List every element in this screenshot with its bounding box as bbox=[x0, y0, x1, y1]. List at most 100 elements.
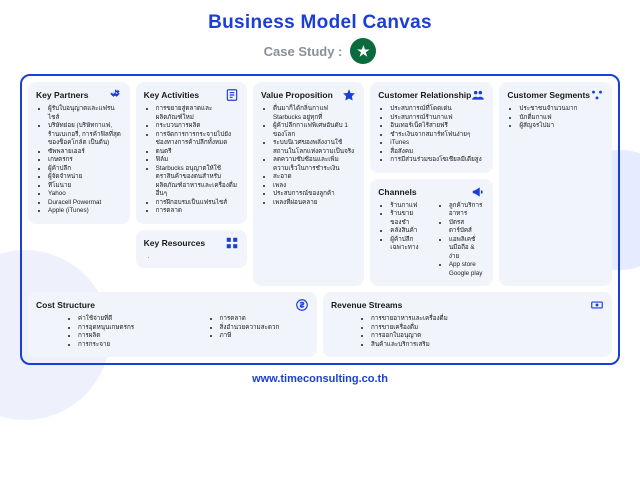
list-value-proposition: ตื่นมาก็ได้กลิ่นกาแฟ Starbucks อยู่ทุกที… bbox=[261, 105, 356, 207]
list-item: เพลงที่ผ่อนคลาย bbox=[273, 199, 356, 208]
subtitle-row: Case Study : ★ bbox=[20, 38, 620, 64]
list-item: นักดื่มกาแฟ bbox=[519, 114, 604, 123]
list-item: สื่อสังคม bbox=[390, 148, 485, 157]
card-title: Value Proposition bbox=[261, 90, 333, 100]
card-revenue-streams: Revenue Streams การขายอาหารและเครื่องดื่… bbox=[323, 292, 612, 357]
list-item: การจัดการการกระจายไปยังช่องทางการค้าปลีก… bbox=[156, 131, 239, 148]
checklist-icon bbox=[225, 88, 239, 102]
list-item: ชำระเงินจากสมาร์ทโฟนง่ายๆ bbox=[390, 131, 485, 140]
list-item: ตื่นมาก็ได้กลิ่นกาแฟ Starbucks อยู่ทุกที… bbox=[273, 105, 356, 122]
list-item: App store Google play bbox=[449, 261, 486, 278]
card-title: Channels bbox=[378, 187, 416, 197]
list-item: ประชาชนจำนวนมาก bbox=[519, 105, 604, 114]
col-key-partners: Key Partners ผู้รับใบอนุญาตและแฟรนไชส์บร… bbox=[28, 82, 130, 286]
list-item: การตลาด bbox=[220, 315, 310, 324]
subtitle-text: Case Study : bbox=[264, 44, 343, 59]
card-key-activities: Key Activities การขยายสู่ตลาดและผลิตภัณฑ… bbox=[136, 82, 247, 224]
list-item: ร้านกาแฟ bbox=[390, 202, 427, 211]
people-icon bbox=[471, 88, 485, 102]
card-title: Key Resources bbox=[144, 238, 205, 248]
list-item: สะอาด bbox=[273, 173, 356, 182]
list-item: การอุดหนุนเกษตรกร bbox=[78, 324, 168, 333]
list-item: การกระจาย bbox=[78, 341, 168, 350]
channels-columns: ร้านกาแฟร้านขายของชำคลังสินค้าผู้ค้าปลีก… bbox=[378, 202, 485, 279]
kr-dot: . bbox=[144, 253, 239, 260]
list-item: ผู้ค้าปลีกกาแฟพิเศษอันดับ 1 ของโลก bbox=[273, 122, 356, 139]
list-item: Starbucks อนุญาตให้ใช้ตราสินค้าของตนสำหร… bbox=[156, 165, 239, 199]
handshake-icon bbox=[108, 88, 122, 102]
list-customer-relationship: ประสบการณ์ที่โดดเด่นประสบการณ์ร้านกาแฟอิ… bbox=[378, 105, 485, 165]
list-item: ประสบการณ์ของลูกค้า bbox=[273, 190, 356, 199]
list-item: การฝึกอบรมเป็นแฟรนไชส์ bbox=[156, 199, 239, 208]
list-item: เพลง bbox=[273, 182, 356, 191]
list-customer-segments: ประชาชนจำนวนมากนักดื่มกาแฟผู้สัญจรไปมา bbox=[507, 105, 604, 131]
list-item: ดนตรี bbox=[156, 148, 239, 157]
list-item: ภาษี bbox=[220, 332, 310, 341]
list-item: แอพลิเคชั่นมือถือ & ง่าย bbox=[449, 236, 486, 262]
list-item: ฟิล์ม bbox=[156, 156, 239, 165]
list-revenue-streams: การขายอาหารและเครื่องดื่มการขายเครื่องดื… bbox=[331, 315, 604, 349]
list-item: เกษตรกร bbox=[48, 156, 122, 165]
list-item: ลดความซับซ้อนและเพิ่มความเร็วในการชำระเง… bbox=[273, 156, 356, 173]
list-item: ค่าใช้จ่ายที่ดี bbox=[78, 315, 168, 324]
card-key-partners: Key Partners ผู้รับใบอนุญาตและแฟรนไชส์บร… bbox=[28, 82, 130, 224]
list-item: บริษัทย่อย (บริษัทกาแฟ, ร้านเบเกอรี่, กา… bbox=[48, 122, 122, 148]
list-item: การขายเครื่องดื่ม bbox=[371, 324, 604, 333]
card-customer-segments: Customer Segments ประชาชนจำนวนมากนักดื่ม… bbox=[499, 82, 612, 286]
list-item: การผลิต bbox=[78, 332, 168, 341]
list-item: ผู้จัดจำหน่าย bbox=[48, 173, 122, 182]
list-item: Yahoo bbox=[48, 190, 122, 199]
list-item: ลูกค้าบริการอาหาร bbox=[449, 202, 486, 219]
list-item: ประสบการณ์ที่โดดเด่น bbox=[390, 105, 485, 114]
card-customer-relationship: Customer Relationship ประสบการณ์ที่โดดเด… bbox=[370, 82, 493, 173]
list-item: ประสบการณ์ร้านกาแฟ bbox=[390, 114, 485, 123]
bmc-canvas: Key Partners ผู้รับใบอนุญาตและแฟรนไชส์บร… bbox=[20, 74, 620, 365]
col-relationship-channels: Customer Relationship ประสบการณ์ที่โดดเด… bbox=[370, 82, 493, 286]
list-item: กระบวนการผลิต bbox=[156, 122, 239, 131]
page-title: Business Model Canvas bbox=[20, 12, 620, 34]
star-icon bbox=[342, 88, 356, 102]
footer-url: www.timeconsulting.co.th bbox=[20, 373, 620, 385]
card-value-proposition: Value Proposition ตื่นมาก็ได้กลิ่นกาแฟ S… bbox=[253, 82, 364, 286]
list-cost-left: ค่าใช้จ่ายที่ดีการอุดหนุนเกษตรกรการผลิตก… bbox=[66, 315, 168, 349]
card-title: Customer Relationship bbox=[378, 90, 471, 100]
list-item: Apple (iTunes) bbox=[48, 207, 122, 216]
list-item: ผู้รับใบอนุญาตและแฟรนไชส์ bbox=[48, 105, 122, 122]
list-item: ผู้ค้าปลีก bbox=[48, 165, 122, 174]
col-value-prop: Value Proposition ตื่นมาก็ได้กลิ่นกาแฟ S… bbox=[253, 82, 364, 286]
canvas-top-row: Key Partners ผู้รับใบอนุญาตและแฟรนไชส์บร… bbox=[28, 82, 612, 286]
list-item: ผู้สัญจรไปมา bbox=[519, 122, 604, 131]
card-title: Customer Segments bbox=[507, 90, 590, 100]
card-key-resources: Key Resources . bbox=[136, 230, 247, 268]
card-title: Key Activities bbox=[144, 90, 199, 100]
megaphone-icon bbox=[471, 185, 485, 199]
list-item: ระบบนิเวศของพลังงานใช้สถานในโลกแห่งความเ… bbox=[273, 139, 356, 156]
list-channels-right: ลูกค้าบริการอาหารบัตรสตาร์บัคส์แอพลิเคชั… bbox=[437, 202, 486, 279]
list-item: การขายอาหารและเครื่องดื่ม bbox=[371, 315, 604, 324]
list-cost-right: การตลาดสิ่งอำนวยความสะดวกภาษี bbox=[208, 315, 310, 349]
list-item: ผู้ค้าปลีกเฉพาะทาง bbox=[390, 236, 427, 253]
list-key-partners: ผู้รับใบอนุญาตและแฟรนไชส์บริษัทย่อย (บริ… bbox=[36, 105, 122, 216]
card-cost-structure: Cost Structure ค่าใช้จ่ายที่ดีการอุดหนุน… bbox=[28, 292, 317, 357]
list-item: การออกใบอนุญาต bbox=[371, 332, 604, 341]
boxes-icon bbox=[225, 236, 239, 250]
list-item: ซัพพลายเออร์ bbox=[48, 148, 122, 157]
card-channels: Channels ร้านกาแฟร้านขายของชำคลังสินค้าผ… bbox=[370, 179, 493, 287]
col-key-activities: Key Activities การขยายสู่ตลาดและผลิตภัณฑ… bbox=[136, 82, 247, 286]
cash-icon bbox=[590, 298, 604, 312]
list-key-activities: การขยายสู่ตลาดและผลิตภัณฑ์ใหม่กระบวนการผ… bbox=[144, 105, 239, 216]
col-customer-segments: Customer Segments ประชาชนจำนวนมากนักดื่ม… bbox=[499, 82, 612, 286]
card-title: Cost Structure bbox=[36, 300, 95, 310]
list-item: อินเทอร์เน็ตไร้สายฟรี bbox=[390, 122, 485, 131]
dollar-circle-icon bbox=[295, 298, 309, 312]
list-item: การตลาด bbox=[156, 207, 239, 216]
segments-icon bbox=[590, 88, 604, 102]
list-item: การขยายสู่ตลาดและผลิตภัณฑ์ใหม่ bbox=[156, 105, 239, 122]
starbucks-logo: ★ bbox=[350, 38, 376, 64]
list-item: iTunes bbox=[390, 139, 485, 148]
list-item: คลังสินค้า bbox=[390, 227, 427, 236]
card-title: Key Partners bbox=[36, 90, 88, 100]
list-item: บัตรสตาร์บัคส์ bbox=[449, 219, 486, 236]
card-title: Revenue Streams bbox=[331, 300, 402, 310]
list-item: สิ่งอำนวยความสะดวก bbox=[220, 324, 310, 333]
